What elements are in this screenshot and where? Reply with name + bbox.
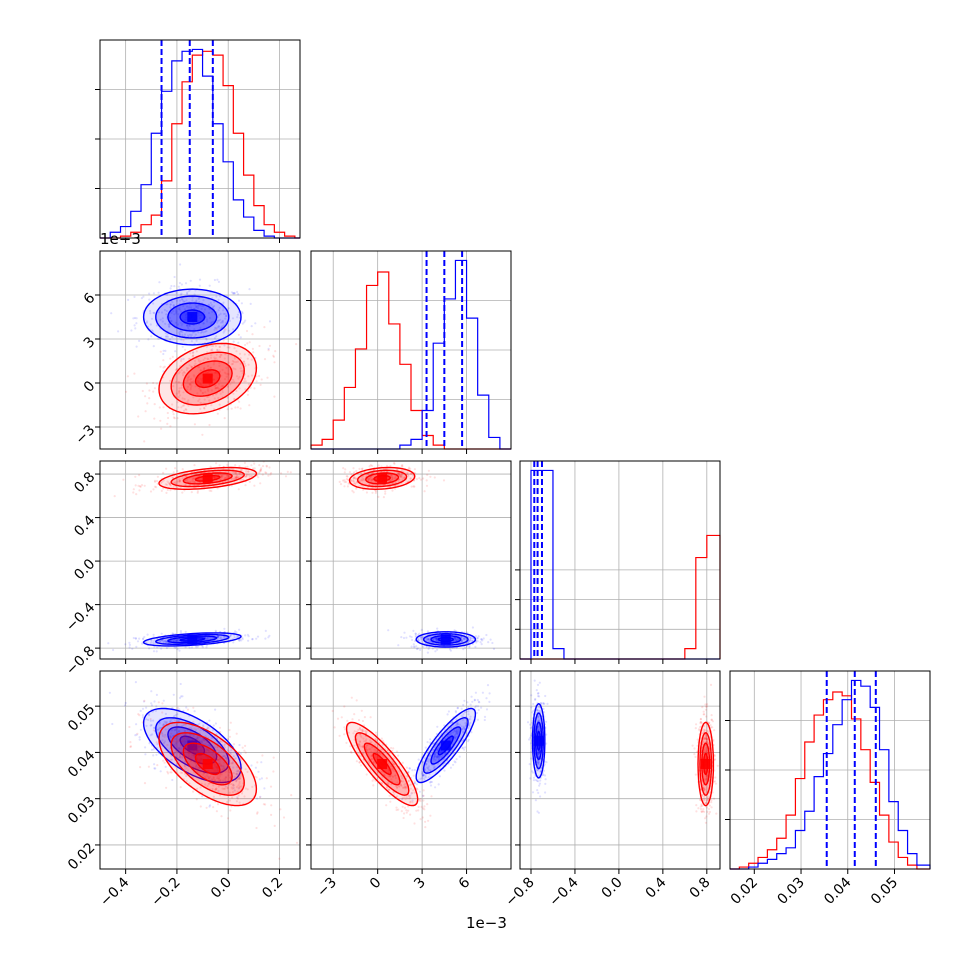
scatter-panel-2-0: −0.8 −0.4 0.0 0.4 0.8: [63, 460, 301, 679]
contour-red: [170, 351, 245, 406]
contour-red: [182, 360, 233, 397]
histogram-panel-1: [306, 250, 512, 454]
contour-blue: [430, 634, 462, 644]
contour-red: [699, 732, 713, 796]
x-tick-label: −0.4: [546, 874, 581, 909]
y-tick-label: 0.0: [71, 556, 98, 583]
contour-red: [697, 721, 715, 807]
contour-blue: [531, 703, 546, 779]
y-tick-label: 0.03: [65, 794, 98, 827]
scatter-panel-3-1: −3 0 3 6: [306, 670, 512, 901]
density-peak-blue: [187, 740, 198, 751]
contour-blue: [415, 631, 477, 648]
contour-red: [170, 732, 245, 796]
density-peak-red: [202, 758, 213, 769]
histogram-panel-3: 0.02 0.03 0.04 0.05: [725, 670, 931, 908]
contour-red: [182, 472, 233, 485]
density-peak-red: [377, 473, 388, 484]
x-tick-label: 0.2: [259, 875, 286, 902]
contour-blue: [167, 302, 218, 332]
x-tick-label: 0.02: [728, 875, 761, 908]
contour-blue: [142, 632, 242, 647]
contour-red: [356, 469, 408, 488]
density-peak-blue: [187, 312, 198, 322]
y-tick-label: 0.4: [71, 513, 98, 540]
contour-red: [194, 752, 221, 776]
scatter-panel-2-1: [306, 460, 512, 664]
scatter-panel-3-0: −0.4 −0.2 0.0 0.2 0.02 0.03 0.04 0.05: [65, 670, 301, 910]
y-tick-label: 0.04: [65, 747, 98, 780]
contour-blue: [142, 707, 242, 784]
x-tick-label: −0.8: [502, 875, 537, 910]
x-tick-label: −0.2: [148, 875, 183, 910]
y-tick-label: −0.4: [63, 600, 98, 635]
x-tick-label: 0.04: [821, 874, 854, 907]
density-peak-blue: [440, 740, 451, 751]
density-peak-blue: [533, 735, 544, 746]
x-tick-label: 0.8: [687, 875, 714, 902]
contour-red: [158, 721, 258, 807]
scatter-panel-1-0: −3 0 3 6: [72, 250, 301, 454]
histogram-red: [730, 691, 930, 870]
offset-label-row1: 1e−3: [100, 230, 141, 248]
y-tick-label: 6: [81, 290, 99, 308]
contour-blue: [415, 707, 477, 784]
y-tick-label: 0.02: [65, 840, 98, 873]
x-tick-label: 0.0: [208, 875, 235, 902]
y-tick-label: 0: [81, 378, 99, 396]
y-tick-label: −3: [72, 422, 98, 448]
sample-points-red: [125, 326, 298, 443]
histogram-panel-2: [515, 460, 721, 664]
density-peak-red: [700, 758, 711, 769]
contour-red: [345, 721, 419, 807]
y-tick-label: −0.8: [63, 643, 98, 678]
density-peak-red: [377, 758, 388, 769]
contour-blue: [155, 295, 230, 339]
density-peak-blue: [187, 634, 198, 645]
histogram-blue: [100, 48, 300, 239]
histogram-panel-0: [95, 39, 301, 243]
contour-red: [354, 732, 410, 796]
density-peak-blue: [440, 634, 451, 645]
offset-label-col1: 1e−3: [466, 914, 507, 932]
panels-layer: 0.02 0.03 0.04 0.05−3036−0.8−0.40.00.40.8−0…: [63, 39, 931, 910]
x-tick-label: −3: [314, 875, 340, 901]
x-tick-label: 0: [367, 875, 385, 893]
x-tick-label: 0.03: [775, 875, 808, 908]
contour-blue: [430, 726, 462, 765]
density-peak-red: [202, 473, 213, 484]
x-tick-label: 0.05: [868, 875, 901, 908]
density-peak-red: [202, 373, 213, 384]
contour-blue: [155, 633, 230, 645]
contour-red: [170, 469, 245, 488]
contour-red: [158, 466, 258, 490]
contour-blue: [179, 309, 206, 325]
contour-blue: [167, 635, 218, 644]
contour-red: [194, 369, 221, 389]
contour-red: [158, 342, 258, 415]
y-tick-label: 0.8: [71, 469, 98, 496]
contour-blue: [142, 288, 242, 346]
contour-red: [363, 742, 401, 786]
scatter-panel-3-2: −0.8 −0.4 0.0 0.4 0.8: [502, 670, 721, 910]
contour-red: [348, 466, 416, 491]
contour-blue: [422, 716, 469, 774]
x-tick-label: 0.4: [643, 874, 670, 901]
histogram-blue: [730, 679, 931, 870]
x-tick-label: 3: [411, 875, 429, 893]
y-tick-label: 3: [81, 334, 99, 352]
x-tick-label: −0.4: [97, 874, 132, 909]
contour-red: [182, 742, 233, 786]
contour-red: [194, 475, 221, 482]
x-tick-label: 0.0: [599, 875, 626, 902]
contour-blue: [422, 633, 469, 646]
contour-blue: [179, 637, 206, 642]
sample-points-red: [128, 699, 299, 860]
contour-blue: [179, 735, 206, 756]
y-tick-label: 0.05: [65, 701, 98, 734]
contour-red: [365, 472, 400, 485]
x-tick-label: 6: [456, 874, 474, 892]
